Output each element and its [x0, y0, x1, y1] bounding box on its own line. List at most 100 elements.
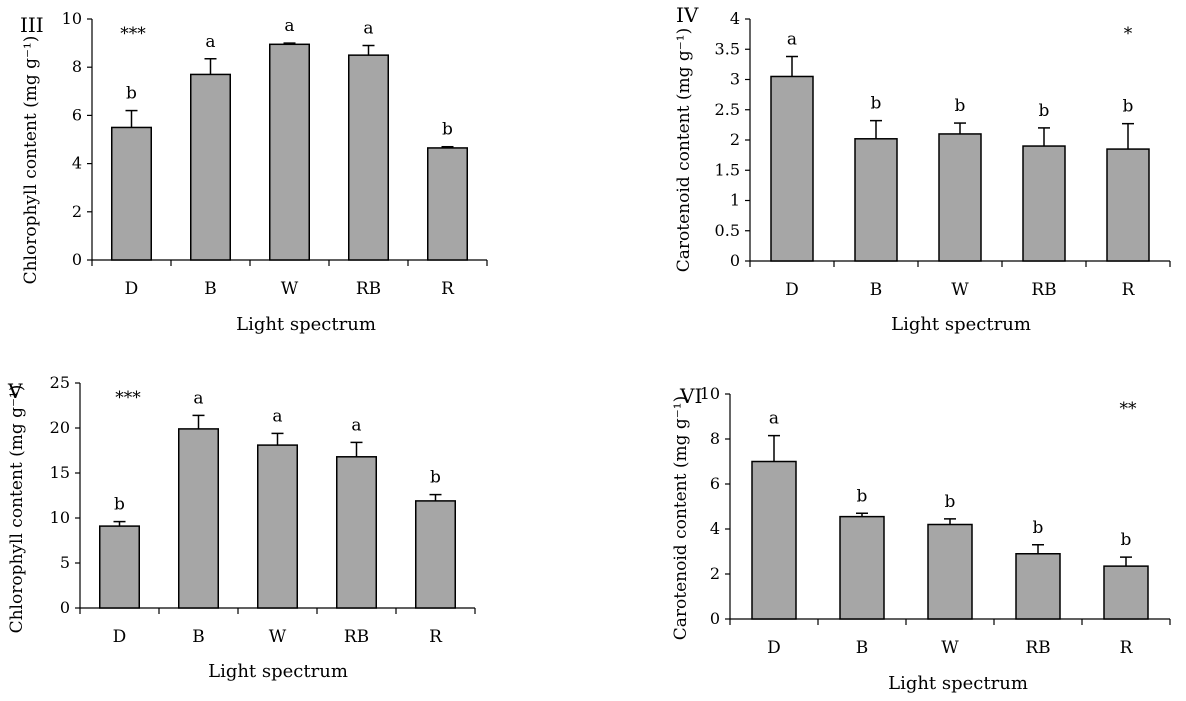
- significance-letter: b: [1123, 97, 1134, 117]
- bar-d: [751, 460, 797, 620]
- y-tick-label: 8: [710, 429, 720, 448]
- y-tick-label: 25: [50, 373, 70, 392]
- bar-b: [190, 73, 231, 261]
- y-tick-label: 0.5: [715, 221, 740, 240]
- y-axis-title: Chlorophyll content (mg g⁻¹): [21, 36, 41, 285]
- x-axis-title: Light spectrum: [208, 661, 348, 682]
- significance-letter: a: [193, 388, 203, 408]
- significance-letter: b: [430, 468, 441, 488]
- chart-panel-iii: 0 2 4 6 8 10 b Da Ba Wa RB b R III *** Light spectrum Ch…: [20, 9, 488, 335]
- bar-d: [111, 126, 152, 261]
- y-tick-label: 6: [710, 474, 720, 493]
- bar-r: [427, 147, 468, 261]
- significance-letter: b: [1121, 530, 1132, 550]
- y-axis-title: Carotenoid content (mg g⁻¹): [674, 28, 694, 272]
- y-tick-label: 4: [710, 519, 720, 538]
- significance-stars: ***: [120, 24, 146, 44]
- x-tick-label: D: [113, 627, 127, 647]
- significance-letter: a: [351, 415, 361, 435]
- significance-stars: *: [1124, 24, 1133, 44]
- y-tick-label: 3.5: [715, 39, 740, 58]
- panel-label: V: [7, 379, 23, 403]
- y-tick-label: 2.5: [715, 100, 740, 119]
- y-tick-label: 1: [730, 191, 740, 210]
- bar-w: [938, 133, 982, 262]
- chart-panel-v: 0 5 10 15 20 25 b Da Ba Wa RB b R V *** Light spectrum C…: [7, 373, 476, 682]
- y-tick-label: 8: [72, 57, 82, 76]
- significance-letter: a: [205, 32, 215, 52]
- x-tick-label: R: [441, 279, 455, 299]
- y-tick-label: 0: [72, 250, 82, 269]
- x-tick-label: W: [951, 280, 969, 300]
- x-tick-label: D: [125, 279, 139, 299]
- significance-letter: b: [1033, 518, 1044, 538]
- bar-r: [1103, 565, 1149, 620]
- bar-w: [927, 523, 973, 620]
- y-tick-label: 3: [730, 70, 740, 89]
- x-tick-label: R: [1120, 638, 1134, 658]
- y-tick-label: 10: [50, 508, 70, 527]
- y-tick-label: 4: [72, 154, 82, 173]
- significance-letter: b: [945, 492, 956, 512]
- x-tick-label: B: [192, 627, 205, 647]
- x-tick-label: RB: [344, 627, 369, 647]
- x-tick-label: W: [269, 627, 287, 647]
- significance-letter: b: [114, 495, 125, 515]
- significance-letter: b: [442, 120, 453, 140]
- bar-rb: [348, 54, 389, 261]
- x-axis-title: Light spectrum: [888, 673, 1028, 694]
- bar-w: [257, 444, 298, 609]
- bar-r: [415, 500, 456, 609]
- y-tick-label: 1.5: [715, 160, 740, 179]
- y-tick-label: 0: [710, 609, 720, 628]
- x-tick-label: B: [204, 279, 217, 299]
- y-tick-label: 2: [710, 564, 720, 583]
- panel-label: IV: [676, 3, 699, 27]
- chart-panel-vi: 0 2 4 6 8 10 a Db Bb Wb RB b R VI ** Light spectrum Caro…: [671, 384, 1171, 694]
- bar-rb: [1022, 145, 1066, 262]
- bar-w: [269, 43, 310, 261]
- x-tick-label: D: [767, 638, 781, 658]
- x-tick-label: D: [785, 280, 799, 300]
- significance-letter: a: [284, 16, 294, 36]
- bar-b: [839, 515, 885, 620]
- bar-b: [178, 428, 219, 609]
- y-tick-label: 6: [72, 105, 82, 124]
- significance-letter: a: [272, 406, 282, 426]
- y-tick-label: 20: [50, 418, 70, 437]
- significance-letter: a: [769, 409, 779, 429]
- x-tick-label: RB: [356, 279, 381, 299]
- y-tick-label: 4: [730, 9, 740, 28]
- y-tick-label: 10: [700, 384, 720, 403]
- y-tick-label: 5: [60, 553, 70, 572]
- y-axis-title: Carotenoid content (mg g⁻¹): [671, 396, 691, 640]
- x-tick-label: R: [1122, 280, 1136, 300]
- bar-r: [1106, 148, 1150, 262]
- y-tick-label: 0: [730, 251, 740, 270]
- y-tick-label: 0: [60, 598, 70, 617]
- significance-stars: **: [1120, 399, 1138, 419]
- y-tick-label: 15: [50, 463, 70, 482]
- bar-d: [770, 75, 814, 262]
- significance-letter: b: [955, 96, 966, 116]
- y-axis-title: Chlorophyll content (mg g⁻¹): [7, 385, 27, 634]
- significance-letter: b: [857, 486, 868, 506]
- x-tick-label: W: [941, 638, 959, 658]
- x-tick-label: R: [429, 627, 443, 647]
- significance-letter: b: [126, 84, 137, 104]
- significance-letter: a: [363, 19, 373, 39]
- bar-rb: [1015, 553, 1061, 620]
- significance-letter: b: [871, 94, 882, 114]
- bar-d: [99, 525, 140, 609]
- y-tick-label: 2: [72, 202, 82, 221]
- chart-panel-iv: 0 0.5 1 1.5 2 2.5 3 3.5 4 a Db Bb Wb RB b R IV * Light spe…: [674, 3, 1171, 335]
- significance-letter: b: [1039, 101, 1050, 121]
- y-tick-label: 2: [730, 130, 740, 149]
- panel-label: III: [20, 13, 44, 37]
- x-tick-label: B: [856, 638, 869, 658]
- y-tick-label: 10: [62, 9, 82, 28]
- significance-letter: a: [787, 30, 797, 50]
- significance-stars: ***: [115, 388, 141, 408]
- x-tick-label: B: [870, 280, 883, 300]
